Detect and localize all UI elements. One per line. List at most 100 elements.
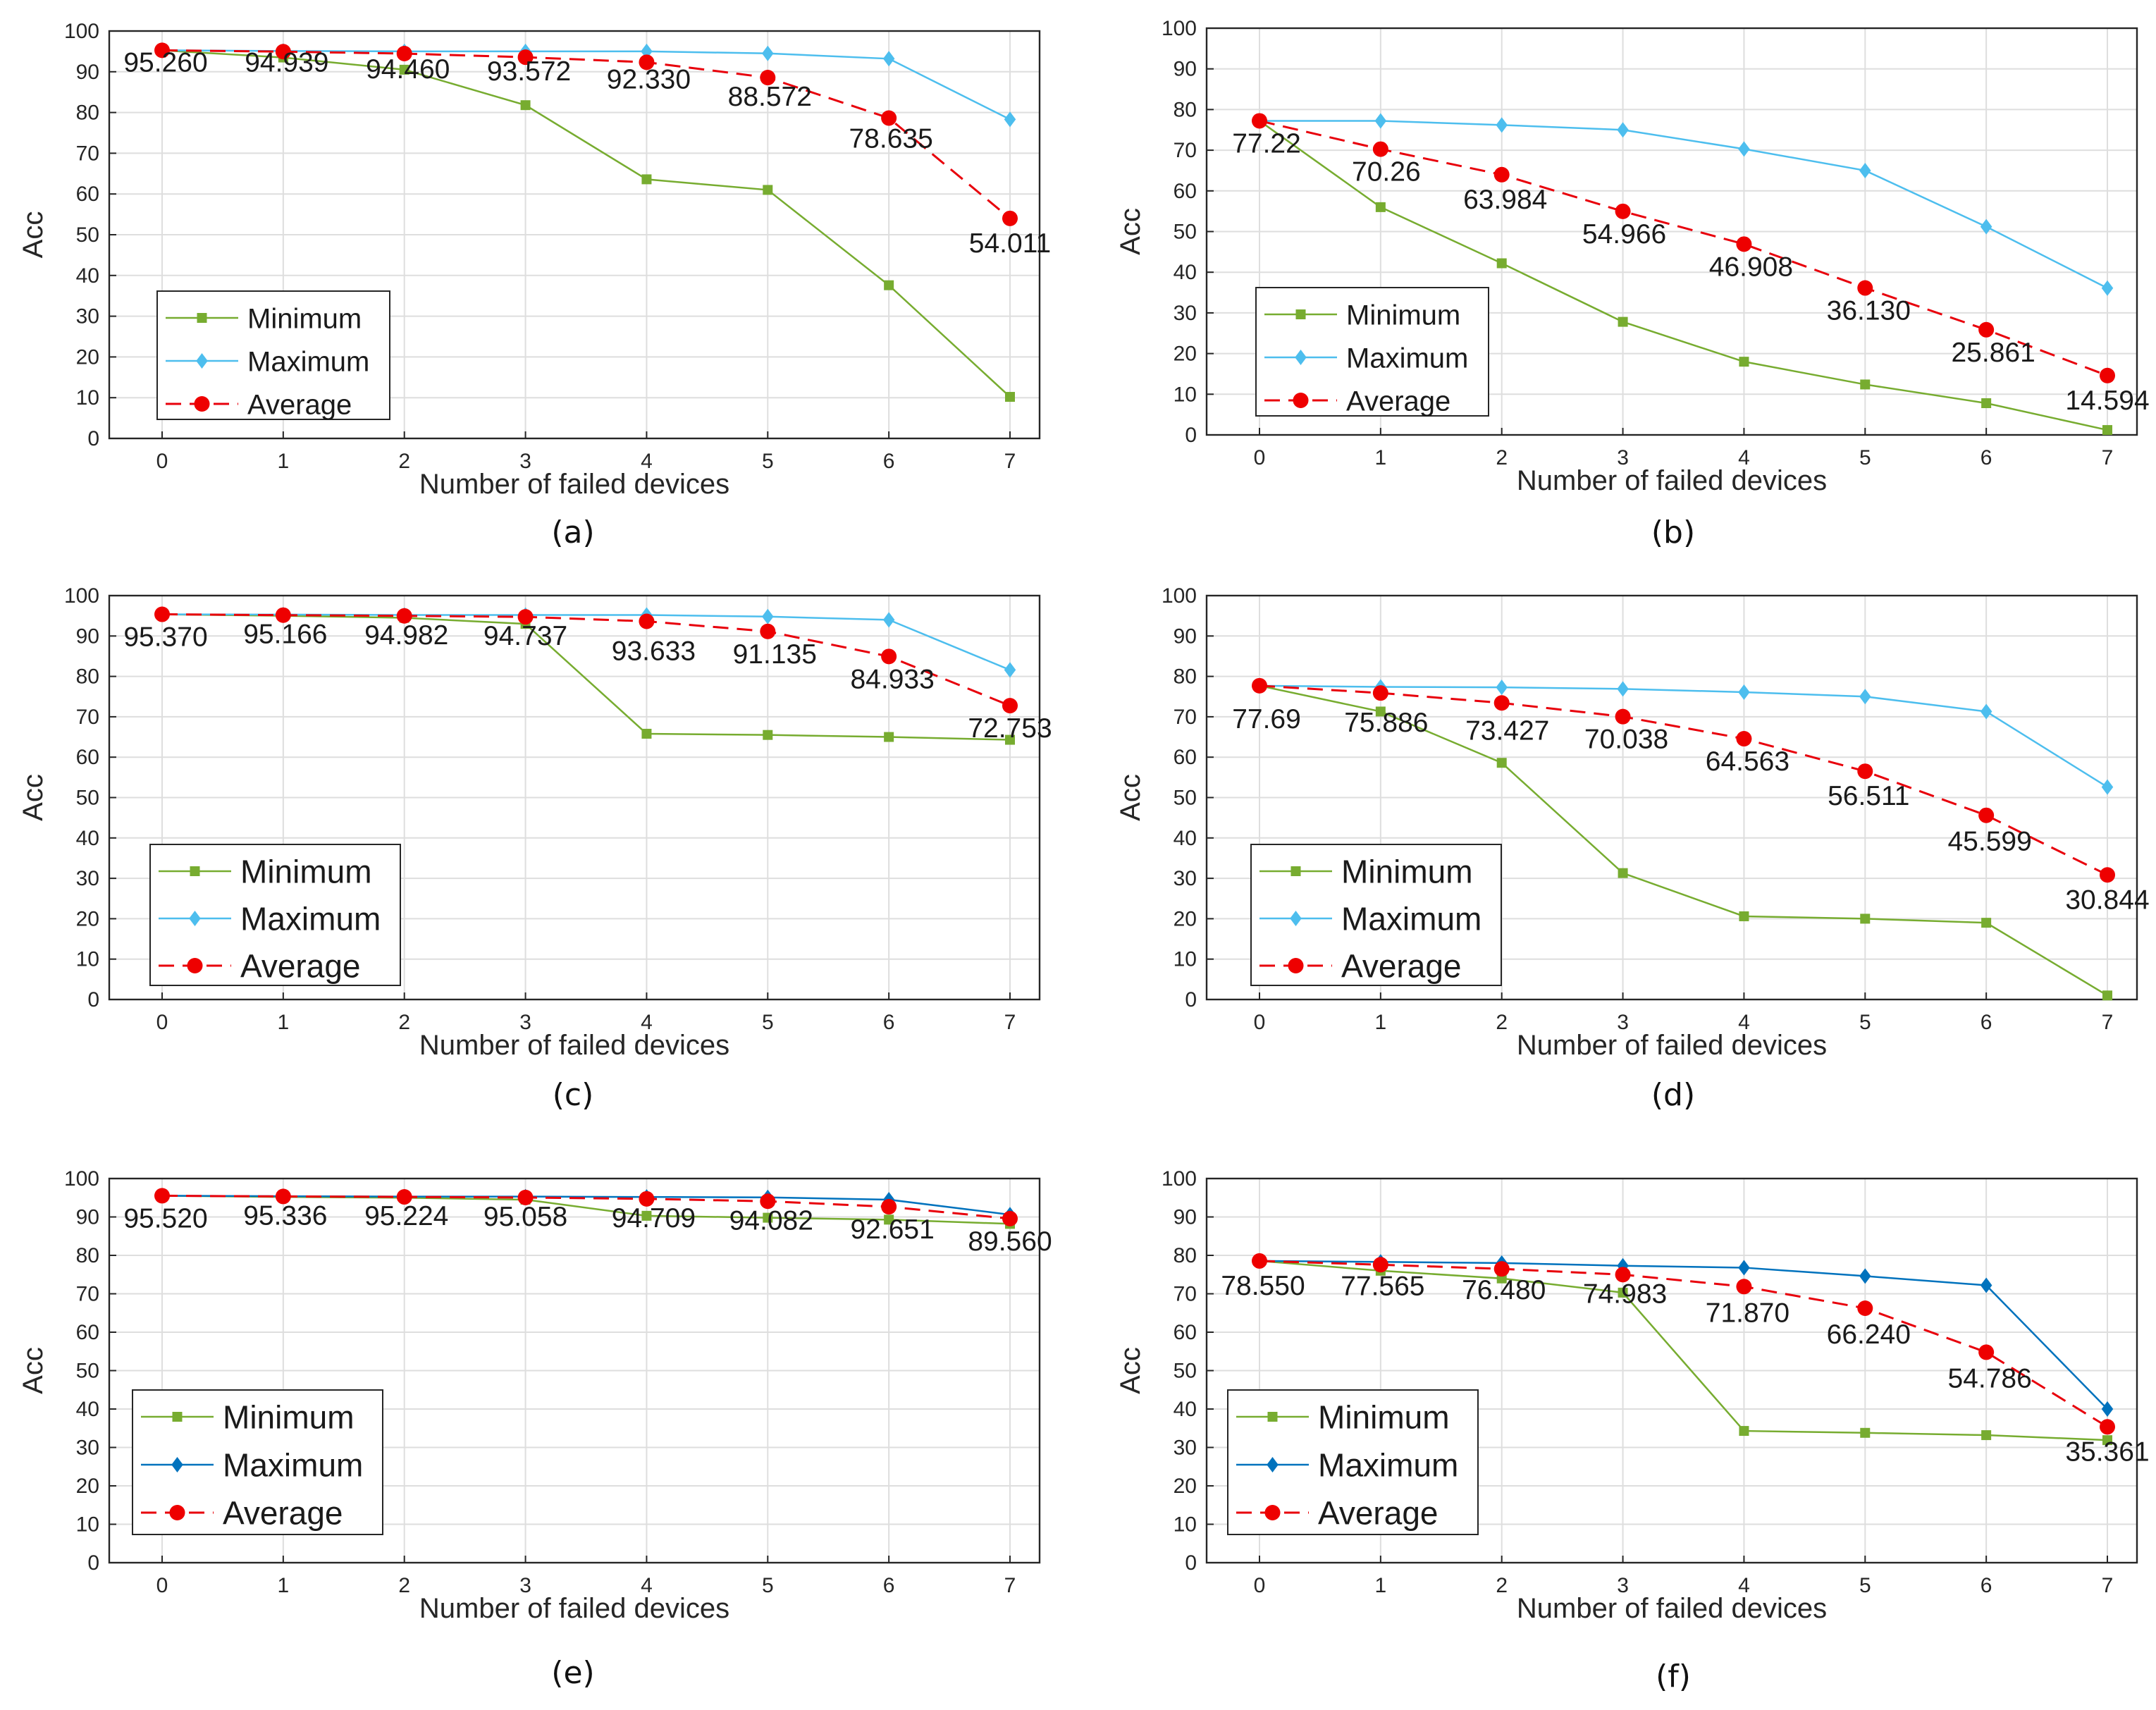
y-tick-label: 0 <box>1185 1551 1197 1575</box>
chart-panel-b: 0 10 20 30 40 50 60 70 80 90 100 0 1 2 3 4 5 6 7 Number of … <box>1115 17 2150 550</box>
data-label-average: 75.886 <box>1344 708 1428 738</box>
data-label-average: 88.572 <box>728 82 812 112</box>
x-tick-label: 2 <box>1496 1011 1508 1034</box>
data-point-maximum <box>1004 111 1016 128</box>
series-line-maximum <box>1259 684 2108 788</box>
legend-label-minimum: Minimum <box>240 854 372 890</box>
y-tick-label: 60 <box>1174 180 1197 203</box>
y-tick-label: 30 <box>1174 867 1197 890</box>
data-point-average <box>1615 1267 1631 1283</box>
y-tick-label: 90 <box>1174 1206 1197 1229</box>
data-label-average: 45.599 <box>1947 827 2031 857</box>
data-point-minimum <box>2102 990 2112 1001</box>
data-label-average: 95.166 <box>243 620 327 650</box>
y-tick-label: 20 <box>76 345 99 369</box>
data-point-average <box>154 1188 170 1204</box>
data-point-maximum <box>1738 141 1750 157</box>
data-point-average <box>1372 685 1388 701</box>
plot-frame <box>1205 1177 2138 1564</box>
y-tick-label: 90 <box>1174 625 1197 648</box>
data-label-average: 46.908 <box>1709 252 1793 282</box>
data-point-average <box>1615 203 1631 219</box>
data-point-average <box>1736 731 1752 747</box>
data-point-minimum <box>884 732 894 742</box>
data-label-average: 95.224 <box>364 1201 448 1231</box>
x-axis-label: Number of failed devices <box>1517 1593 1827 1624</box>
panel-caption: (b) <box>1651 515 1695 550</box>
legend-marker-minimum <box>1290 866 1301 876</box>
data-point-minimum <box>763 1212 773 1223</box>
y-tick-label: 40 <box>76 264 99 288</box>
series-line-maximum <box>161 49 1011 121</box>
legend-label-maximum: Maximum <box>1341 901 1482 937</box>
data-point-maximum <box>1496 679 1508 696</box>
series-line-minimum <box>1259 1260 2108 1441</box>
y-tick-label: 60 <box>76 746 99 769</box>
data-point-average <box>1978 321 1995 338</box>
y-tick-label: 20 <box>76 1475 99 1498</box>
plot-frame <box>108 1177 1041 1564</box>
x-axis-label: Number of failed devices <box>1517 465 1827 496</box>
data-point-minimum <box>1860 914 1871 924</box>
legend-marker-average <box>194 396 210 412</box>
data-point-minimum <box>2102 1435 2112 1446</box>
y-tick-label: 80 <box>1174 98 1197 121</box>
data-point-average <box>1493 1261 1510 1277</box>
legend-marker-maximum <box>189 911 201 926</box>
x-tick-label: 7 <box>1004 1011 1016 1034</box>
legend-label-maximum: Maximum <box>223 1447 363 1484</box>
y-tick-label: 100 <box>64 20 99 43</box>
data-point-minimum <box>520 100 531 111</box>
x-tick-label: 4 <box>1738 1574 1750 1597</box>
y-tick-label: 40 <box>1174 1398 1197 1421</box>
data-label-average: 92.651 <box>850 1214 934 1245</box>
data-point-average <box>1002 1210 1018 1226</box>
legend-label-average: Average <box>223 1495 343 1532</box>
data-label-average: 91.135 <box>733 639 817 670</box>
series-line-minimum <box>1259 684 2108 997</box>
data-point-average <box>1978 1344 1995 1360</box>
data-point-maximum <box>1617 681 1629 697</box>
data-label-average: 94.460 <box>366 54 450 85</box>
data-point-maximum <box>1738 1260 1750 1276</box>
data-label-average: 54.966 <box>1582 219 1666 250</box>
legend-marker-minimum <box>1267 1412 1278 1422</box>
legend-marker-maximum <box>1295 350 1307 365</box>
plot-frame <box>1205 27 2138 436</box>
data-point-average <box>396 46 412 62</box>
data-point-minimum <box>1981 918 1992 928</box>
data-label-average: 56.511 <box>1828 781 1909 811</box>
data-point-average <box>396 1189 412 1205</box>
data-point-maximum <box>2101 280 2114 296</box>
x-tick-label: 1 <box>278 1574 290 1597</box>
data-point-minimum <box>763 185 773 195</box>
y-tick-label: 60 <box>76 183 99 206</box>
data-point-minimum <box>1739 357 1749 367</box>
data-label-average: 74.983 <box>1583 1279 1667 1309</box>
data-label-average: 77.565 <box>1341 1271 1424 1301</box>
x-tick-label: 6 <box>883 450 895 473</box>
legend: Minimum Maximum Average <box>1250 844 1502 986</box>
data-point-average <box>2100 1419 2115 1435</box>
data-label-average: 95.260 <box>123 47 207 78</box>
data-point-minimum <box>1618 1287 1628 1298</box>
x-axis-label: Number of failed devices <box>419 1593 729 1624</box>
data-point-maximum <box>882 612 895 628</box>
x-tick-label: 2 <box>398 450 410 473</box>
chart-panel-d: 0 10 20 30 40 50 60 70 80 90 100 0 1 2 3 4 5 6 7 Number of … <box>1115 584 2150 1113</box>
y-tick-label: 40 <box>76 1398 99 1421</box>
series-line-maximum <box>161 613 1011 671</box>
x-tick-label: 4 <box>641 450 653 473</box>
data-point-maximum <box>1617 122 1629 138</box>
data-point-minimum <box>1375 706 1386 717</box>
y-tick-label: 50 <box>1174 787 1197 810</box>
x-tick-label: 6 <box>883 1011 895 1034</box>
data-point-average <box>1252 113 1267 129</box>
y-tick-label: 70 <box>1174 706 1197 729</box>
data-point-maximum <box>1859 689 1871 705</box>
y-tick-label: 50 <box>1174 1360 1197 1383</box>
series-line-average <box>1259 684 2108 876</box>
data-point-maximum <box>882 51 895 67</box>
data-point-minimum <box>399 64 409 75</box>
legend-label-average: Average <box>1341 948 1462 985</box>
